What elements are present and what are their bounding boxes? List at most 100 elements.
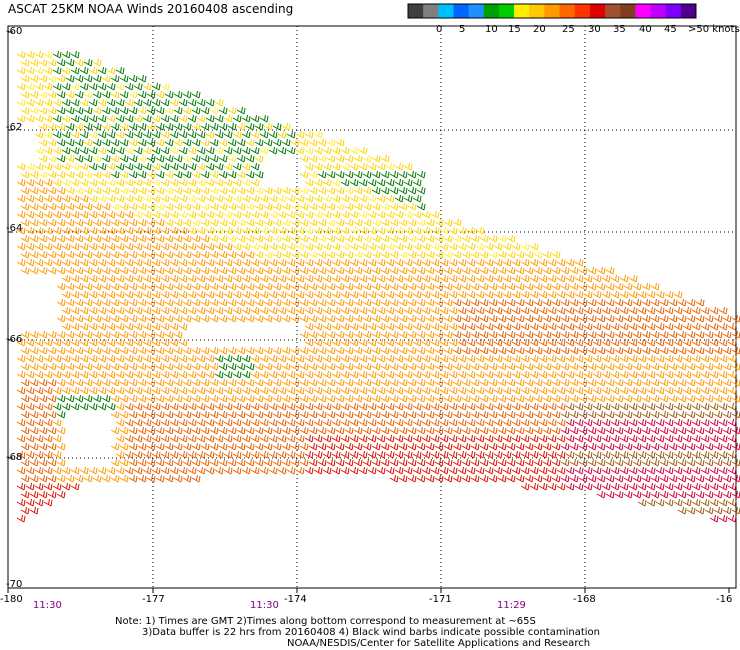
wind-barb [403, 322, 413, 331]
wind-barb [236, 426, 246, 435]
wind-barb [205, 466, 215, 475]
wind-barb [691, 306, 701, 315]
wind-barb [578, 442, 588, 451]
wind-barb [587, 298, 597, 307]
wind-barb [457, 386, 467, 395]
y-tick-label: -66 [6, 334, 23, 345]
wind-barb [448, 450, 458, 459]
wind-barb [205, 162, 215, 171]
wind-barb [340, 210, 350, 219]
wind-barb [493, 450, 503, 459]
wind-barb [610, 402, 620, 411]
wind-barb [335, 394, 345, 403]
wind-barb [232, 162, 242, 171]
wind-barb [128, 202, 138, 211]
wind-barb [394, 322, 404, 331]
wind-barb [106, 402, 116, 411]
wind-barb [313, 386, 323, 395]
wind-barb [430, 354, 440, 363]
wind-barb [466, 466, 476, 475]
wind-barb [349, 338, 359, 347]
wind-barb [488, 330, 498, 339]
legend-label: 40 [639, 24, 652, 35]
wind-barb [727, 354, 737, 363]
wind-barb [457, 338, 467, 347]
wind-barb [200, 426, 210, 435]
wind-barb [398, 378, 408, 387]
wind-barb [565, 402, 575, 411]
wind-barb [146, 122, 156, 131]
wind-barb [47, 362, 57, 371]
wind-barb [547, 338, 557, 347]
wind-barb [452, 458, 462, 467]
wind-barb [646, 418, 656, 427]
wind-barb [164, 474, 174, 483]
wind-barb [304, 290, 314, 299]
wind-barb [533, 458, 543, 467]
wind-barb [74, 90, 84, 99]
wind-barb [385, 450, 395, 459]
wind-barb [371, 410, 381, 419]
wind-barb [326, 138, 336, 147]
wind-barb [304, 402, 314, 411]
wind-barb [169, 466, 179, 475]
wind-barb [196, 434, 206, 443]
wind-barb [416, 410, 426, 419]
wind-barb [556, 258, 566, 267]
wind-barb [380, 202, 390, 211]
wind-barb [394, 306, 404, 315]
wind-barb [466, 402, 476, 411]
wind-barb [628, 322, 638, 331]
wind-barb [119, 458, 129, 467]
wind-barb [119, 330, 129, 339]
wind-barb [236, 202, 246, 211]
wind-barb [160, 450, 170, 459]
wind-barb [655, 402, 665, 411]
wind-barb [79, 114, 89, 123]
wind-barb [241, 258, 251, 267]
wind-barb [70, 354, 80, 363]
wind-barb [83, 250, 93, 259]
wind-barb [61, 66, 71, 75]
wind-barb [344, 330, 354, 339]
wind-barb [677, 474, 687, 483]
wind-barb [97, 386, 107, 395]
wind-barb [371, 458, 381, 467]
wind-barb [106, 178, 116, 187]
legend-swatch [438, 4, 454, 18]
wind-barb [637, 306, 647, 315]
wind-barb [20, 394, 30, 403]
wind-barb [520, 434, 530, 443]
wind-barb [196, 178, 206, 187]
wind-barb [646, 498, 656, 507]
wind-barb [367, 226, 377, 235]
wind-barb [416, 426, 426, 435]
wind-barb [470, 234, 480, 243]
wind-barb [641, 442, 651, 451]
wind-barb [484, 338, 494, 347]
wind-barb [38, 106, 48, 115]
wind-barb [574, 466, 584, 475]
wind-barb [29, 106, 39, 115]
wind-barb [137, 410, 147, 419]
wind-barb [349, 274, 359, 283]
wind-barb [295, 386, 305, 395]
wind-barb [151, 226, 161, 235]
wind-barb [614, 346, 624, 355]
wind-barb [191, 122, 201, 131]
x-tick-label: -177 [142, 594, 165, 605]
wind-barb [304, 322, 314, 331]
wind-barb [218, 458, 228, 467]
wind-barb [448, 258, 458, 267]
wind-barb [74, 298, 84, 307]
wind-barb [596, 298, 606, 307]
wind-barb [92, 58, 102, 67]
wind-barb [119, 138, 129, 147]
wind-barb [502, 338, 512, 347]
wind-barb [331, 274, 341, 283]
wind-barb [137, 378, 147, 387]
wind-barb [299, 442, 309, 451]
wind-barb [569, 378, 579, 387]
wind-barb [290, 458, 300, 467]
wind-barb [574, 370, 584, 379]
